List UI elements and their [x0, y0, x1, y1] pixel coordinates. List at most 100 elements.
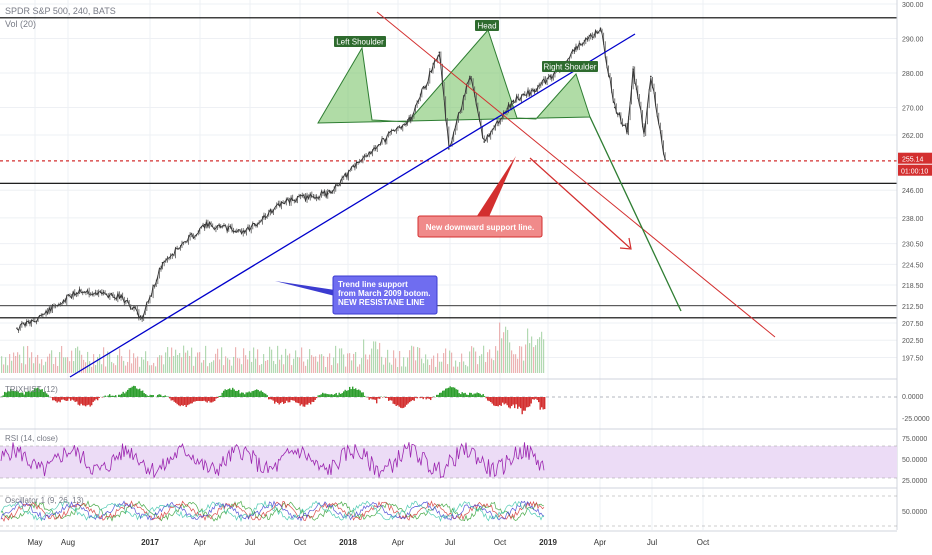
trix-bar	[109, 394, 110, 397]
trix-bar	[390, 397, 391, 400]
volume-bar	[367, 359, 368, 373]
trix-bar	[456, 389, 457, 397]
volume-bar	[63, 357, 64, 373]
price-point-19	[575, 48, 577, 50]
trix-bar	[499, 397, 500, 405]
trix-bar	[24, 395, 25, 397]
trix-bar	[325, 393, 326, 397]
volume-bar	[303, 362, 304, 373]
trix-bar	[235, 391, 236, 397]
trix-bar	[496, 397, 497, 406]
trix-bar	[336, 393, 337, 397]
price-tick-label-12: 212.50	[902, 304, 924, 311]
trix-bar	[297, 397, 298, 403]
trix-bar	[318, 395, 319, 397]
trix-bar	[319, 395, 320, 397]
time-tick-label-13: Oct	[697, 538, 710, 547]
volume-bar	[513, 354, 514, 373]
trix-bar	[495, 397, 496, 406]
volume-bar	[49, 354, 50, 373]
trix-bar	[523, 397, 524, 411]
trix-bar	[310, 397, 311, 404]
volume-bar	[177, 355, 178, 373]
trix-bar	[127, 390, 128, 397]
trix-bar	[346, 391, 347, 397]
volume-bar	[491, 358, 492, 373]
right-shoulder-label-text: Right Shoulder	[544, 63, 597, 72]
time-tick-label-6: 2018	[339, 538, 357, 547]
trix-bar	[201, 397, 202, 401]
volume-bar	[521, 347, 522, 373]
volume-bar	[187, 350, 188, 373]
volume-bar	[389, 363, 390, 373]
trix-bar	[175, 397, 176, 403]
volume-bar	[487, 352, 488, 373]
trix-bar	[421, 397, 422, 398]
trix-bar	[48, 395, 49, 397]
trix-bar	[165, 395, 166, 397]
volume-bar	[203, 360, 204, 373]
trix-bar	[391, 397, 392, 401]
volume-bar	[363, 339, 364, 373]
volume-bar	[273, 361, 274, 373]
price-point-16	[513, 100, 515, 102]
trix-bar	[76, 397, 77, 402]
trix-bar	[498, 397, 499, 406]
volume-bar	[73, 361, 74, 373]
trix-bar	[339, 393, 340, 397]
trix-bar	[88, 397, 89, 405]
volume-bar	[421, 359, 422, 373]
trix-bar	[214, 397, 215, 401]
volume-bar	[529, 343, 530, 373]
volume-bar	[301, 347, 302, 373]
rsi-tick-1: 50.0000	[902, 457, 927, 464]
trix-bar	[73, 397, 74, 401]
volume-bar	[91, 367, 92, 373]
trix-bar	[232, 388, 233, 397]
trix-bar	[208, 397, 209, 401]
volume-bar	[19, 355, 20, 373]
volume-bar	[227, 358, 228, 373]
volume-bar	[47, 357, 48, 373]
trix-bar	[460, 394, 461, 397]
volume-bar	[321, 354, 322, 373]
price-point-15	[483, 141, 485, 143]
volume-bar	[335, 346, 336, 373]
volume-bar	[207, 366, 208, 373]
price-tick-label-11: 218.50	[902, 283, 924, 290]
trix-bar	[114, 396, 115, 397]
price-tick-label-13: 207.50	[902, 321, 924, 328]
trix-bar	[186, 397, 187, 407]
volume-bar	[55, 357, 56, 373]
volume-bar	[221, 347, 222, 373]
volume-bar	[289, 354, 290, 373]
trix-bar	[303, 397, 304, 406]
trix-bar	[292, 397, 293, 400]
trix-bar	[450, 386, 451, 397]
time-tick-label-3: Apr	[194, 538, 207, 547]
volume-bar	[77, 347, 78, 373]
trix-bar	[258, 390, 259, 397]
trix-bar	[162, 396, 163, 397]
trix-bar	[199, 397, 200, 401]
volume-bar	[313, 357, 314, 373]
volume-bar	[1, 356, 2, 373]
trix-bar	[82, 397, 83, 405]
volume-bar	[29, 358, 30, 373]
volume-bar	[309, 349, 310, 373]
volume-bar	[69, 361, 70, 373]
trix-bar	[130, 388, 131, 397]
volume-bar	[235, 347, 236, 373]
volume-bar	[291, 365, 292, 373]
volume-bar	[383, 365, 384, 373]
volume-bar	[471, 346, 472, 373]
volume-bar	[233, 357, 234, 373]
trix-bar	[216, 397, 217, 398]
volume-bar	[283, 364, 284, 373]
trix-bar	[126, 392, 127, 397]
trix-bar	[502, 397, 503, 403]
trix-bar	[183, 397, 184, 406]
trix-bar	[337, 395, 338, 397]
trix-bar	[94, 397, 95, 401]
